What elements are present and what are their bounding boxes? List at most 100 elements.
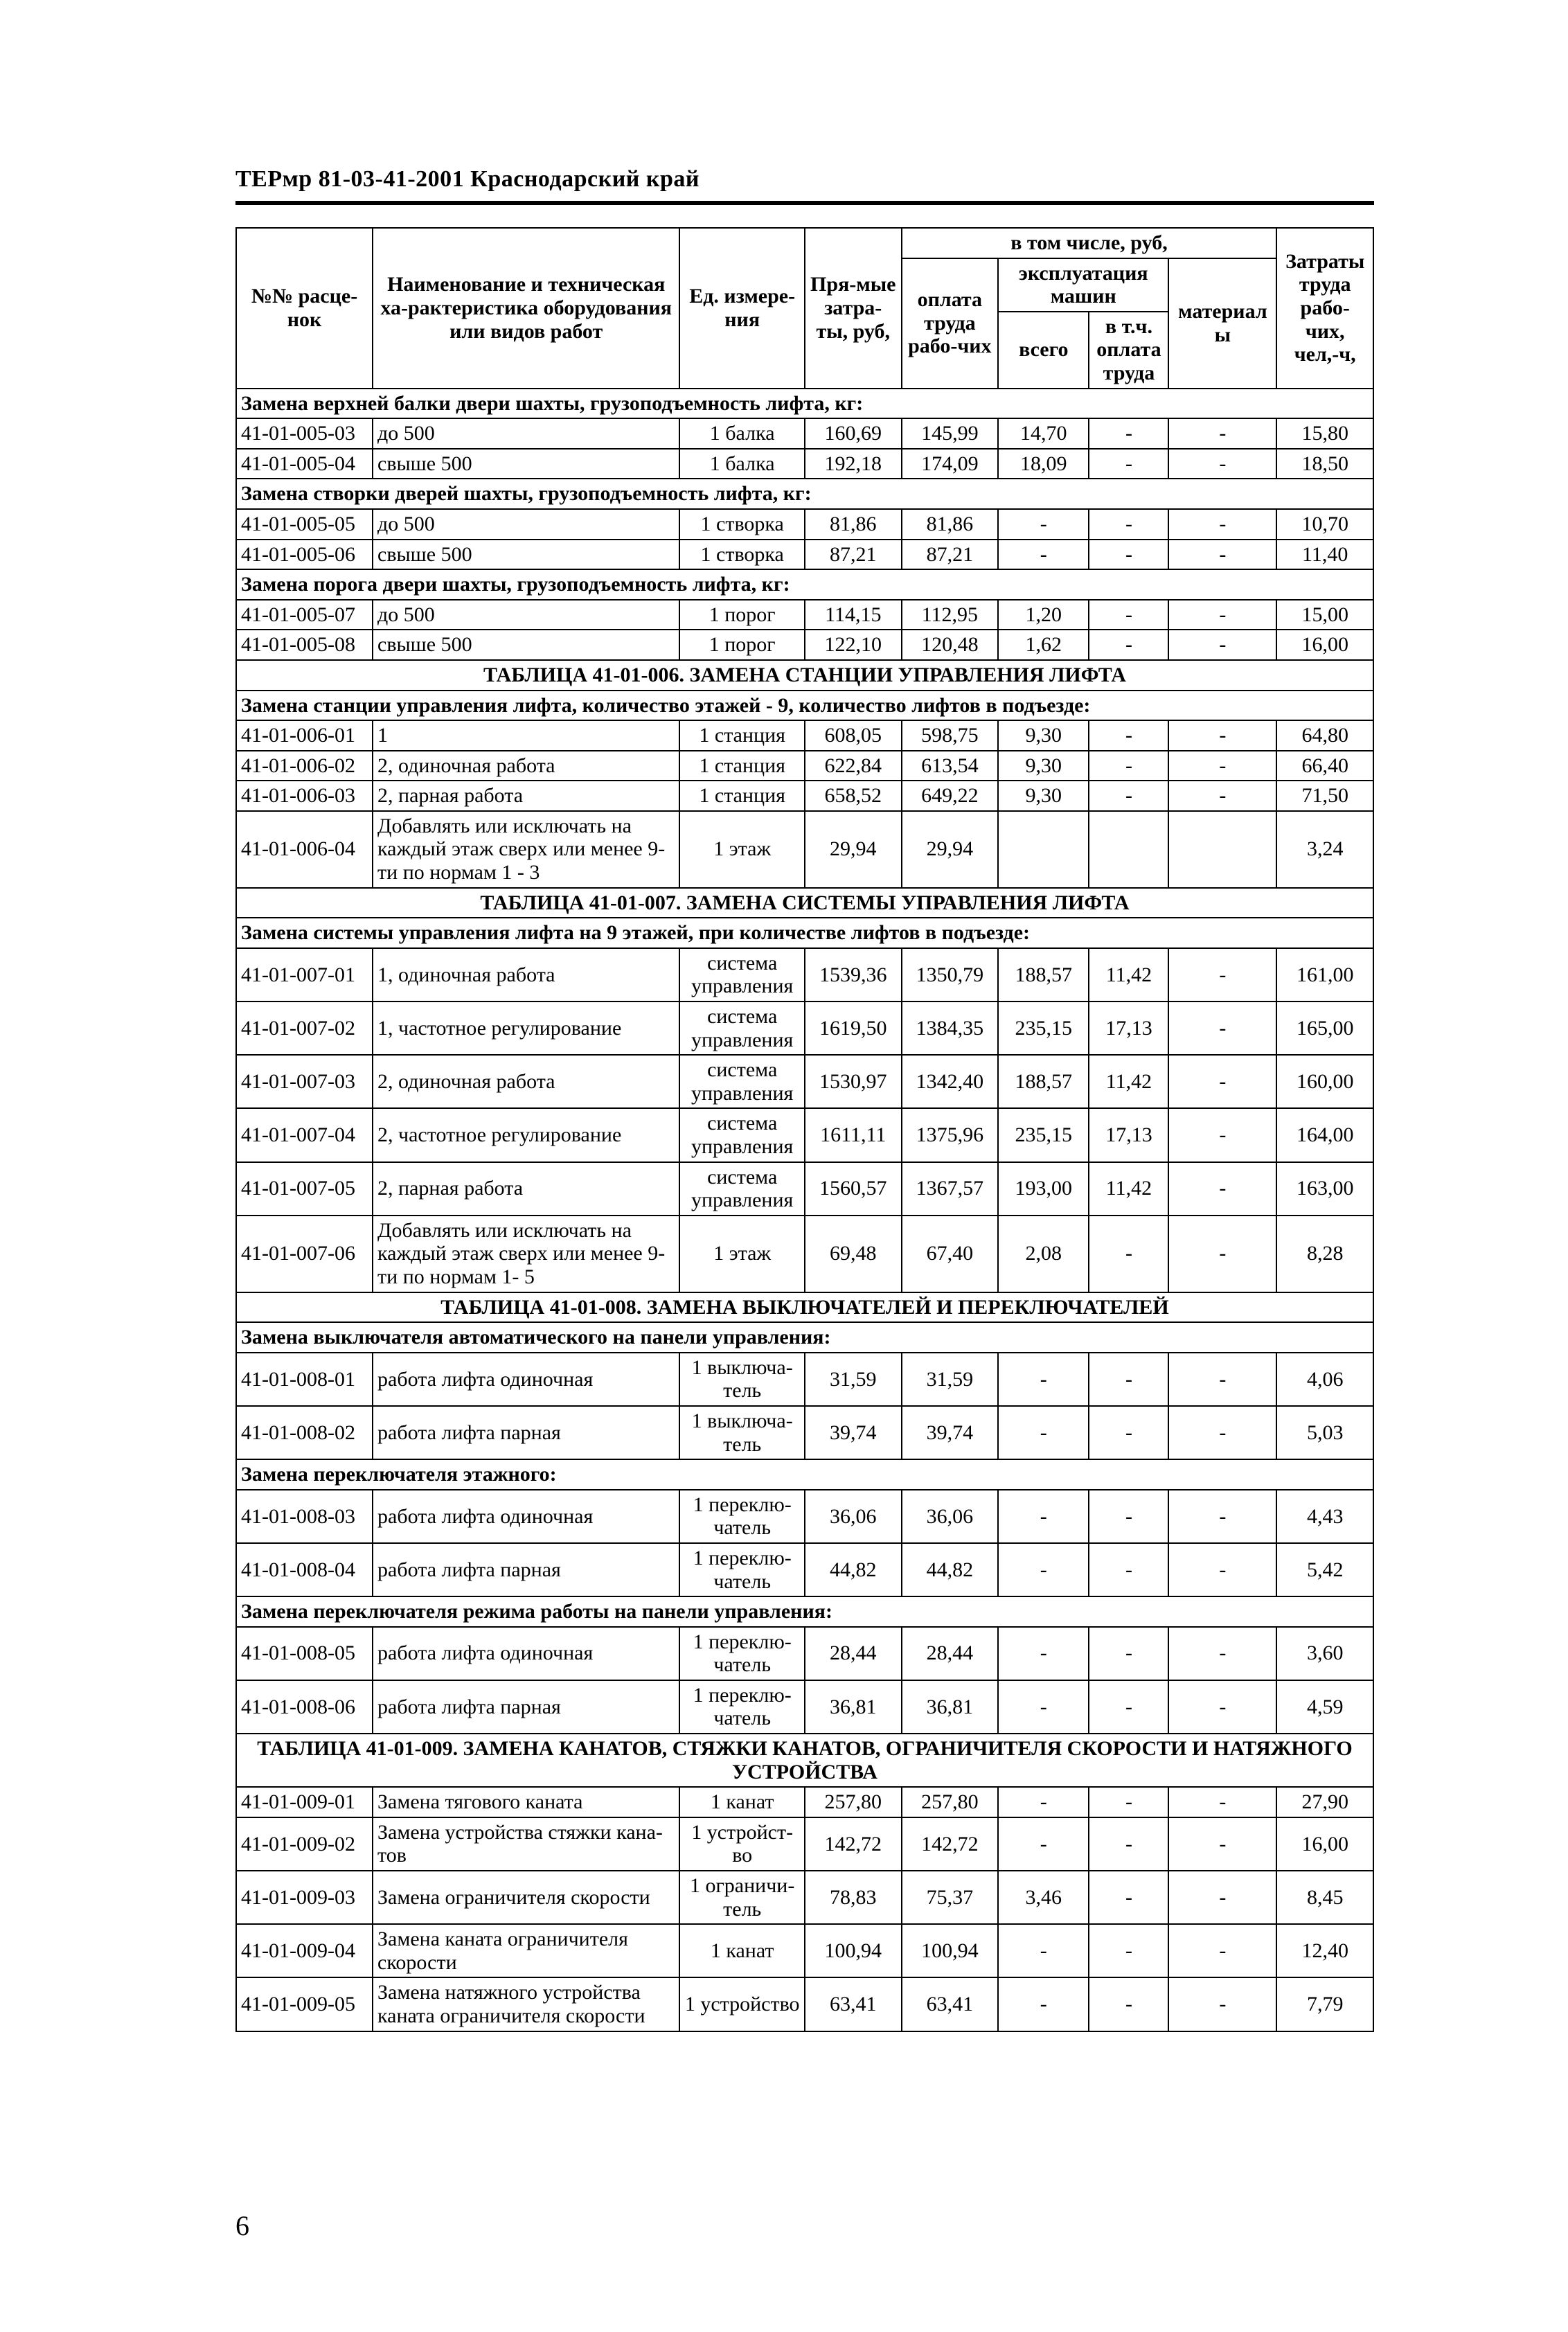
table-cell: - <box>1168 1353 1276 1406</box>
table-cell: 15,80 <box>1276 418 1373 449</box>
table-cell: 41-01-009-03 <box>236 1871 373 1924</box>
table-cell: 163,00 <box>1276 1162 1373 1216</box>
table-cell: 1350,79 <box>902 948 999 1002</box>
table-cell: - <box>998 1924 1089 1977</box>
table-cell: 1, частотное регулирование <box>373 1002 679 1055</box>
table-row: 41-01-007-021, частотное регулированиеси… <box>236 1002 1373 1055</box>
table-cell: 16,00 <box>1276 630 1373 660</box>
table-cell: 1 порог <box>679 600 805 630</box>
col-labor: Затраты труда рабо-чих, чел,-ч, <box>1276 228 1373 389</box>
table-cell: 188,57 <box>998 948 1089 1002</box>
table-cell: 17,13 <box>1089 1108 1168 1161</box>
table-cell: - <box>1089 600 1168 630</box>
table-cell: 41-01-009-05 <box>236 1977 373 2031</box>
table-row: 41-01-007-052, парная работасистема упра… <box>236 1162 1373 1216</box>
col-unit: Ед. измере-ния <box>679 228 805 389</box>
table-cell: - <box>1089 1680 1168 1734</box>
table-cell: 29,94 <box>902 811 999 888</box>
table-cell: 41-01-009-04 <box>236 1924 373 1977</box>
table-cell: 41-01-007-03 <box>236 1055 373 1108</box>
table-cell <box>998 811 1089 888</box>
table-cell: 8,45 <box>1276 1871 1373 1924</box>
table-cell: 39,74 <box>902 1406 999 1459</box>
table-cell: 188,57 <box>998 1055 1089 1108</box>
table-cell: 41-01-008-04 <box>236 1543 373 1596</box>
table-cell: 1 балка <box>679 449 805 479</box>
table-row: 41-01-009-04Замена каната ограничителя с… <box>236 1924 1373 1977</box>
table-cell: до 500 <box>373 600 679 630</box>
table-cell: - <box>1168 1977 1276 2031</box>
table-row: 41-01-006-022, одиночная работа1 станция… <box>236 751 1373 781</box>
table-cell: свыше 500 <box>373 449 679 479</box>
table-cell: 64,80 <box>1276 720 1373 751</box>
table-cell: - <box>1168 1871 1276 1924</box>
table-cell: 1560,57 <box>805 1162 902 1216</box>
table-cell: - <box>1168 1627 1276 1680</box>
table-row: ТАБЛИЦА 41-01-009. ЗАМЕНА КАНАТОВ, СТЯЖК… <box>236 1734 1373 1787</box>
table-cell: 1 выключа-тель <box>679 1406 805 1459</box>
table-cell: система управления <box>679 948 805 1002</box>
table-cell: - <box>1089 449 1168 479</box>
table-cell: - <box>998 1787 1089 1817</box>
table-title: ТАБЛИЦА 41-01-009. ЗАМЕНА КАНАТОВ, СТЯЖК… <box>236 1734 1373 1787</box>
section-heading: Замена верхней балки двери шахты, грузоп… <box>236 389 1373 419</box>
table-cell: - <box>1168 948 1276 1002</box>
table-cell: 2, парная работа <box>373 1162 679 1216</box>
table-row: 41-01-008-05работа лифта одиночная1 пере… <box>236 1627 1373 1680</box>
table-cell: 613,54 <box>902 751 999 781</box>
table-cell: 1611,11 <box>805 1108 902 1161</box>
table-cell: 658,52 <box>805 781 902 811</box>
table-cell <box>1089 811 1168 888</box>
table-cell: 4,43 <box>1276 1490 1373 1543</box>
table-cell: - <box>1168 418 1276 449</box>
table-cell: свыше 500 <box>373 630 679 660</box>
table-row: 41-01-007-011, одиночная работасистема у… <box>236 948 1373 1002</box>
table-cell: 3,24 <box>1276 811 1373 888</box>
table-cell: 36,06 <box>902 1490 999 1543</box>
table-cell <box>1168 811 1276 888</box>
table-row: 41-01-006-032, парная работа1 станция658… <box>236 781 1373 811</box>
table-row: 41-01-009-03Замена ограничителя скорости… <box>236 1871 1373 1924</box>
rates-table: №№ расце-нок Наименование и техническая … <box>235 227 1374 2032</box>
table-row: 41-01-008-02работа лифта парная1 выключа… <box>236 1406 1373 1459</box>
table-cell: 100,94 <box>902 1924 999 1977</box>
table-row: 41-01-007-042, частотное регулированиеси… <box>236 1108 1373 1161</box>
table-cell: 18,50 <box>1276 449 1373 479</box>
section-heading: Замена системы управления лифта на 9 эта… <box>236 918 1373 948</box>
table-cell: Замена каната ограничителя скорости <box>373 1924 679 1977</box>
table-head: №№ расце-нок Наименование и техническая … <box>236 228 1373 389</box>
table-cell: система управления <box>679 1055 805 1108</box>
table-row: 41-01-007-032, одиночная работасистема у… <box>236 1055 1373 1108</box>
col-materials: материалы <box>1168 258 1276 389</box>
table-row: 41-01-006-04Добавлять или исключать на к… <box>236 811 1373 888</box>
table-cell: 2, частотное регулирование <box>373 1108 679 1161</box>
table-cell: 41-01-005-08 <box>236 630 373 660</box>
table-cell: 11,42 <box>1089 948 1168 1002</box>
table-cell: 12,40 <box>1276 1924 1373 1977</box>
table-cell: Замена натяжного устройства каната огран… <box>373 1977 679 2031</box>
table-cell: - <box>1168 1216 1276 1292</box>
table-cell: - <box>998 1680 1089 1734</box>
table-cell: 1 створка <box>679 540 805 570</box>
table-cell: 608,05 <box>805 720 902 751</box>
table-cell: 1619,50 <box>805 1002 902 1055</box>
table-cell: 41-01-006-02 <box>236 751 373 781</box>
table-cell: 160,69 <box>805 418 902 449</box>
table-cell: 14,70 <box>998 418 1089 449</box>
table-title: ТАБЛИЦА 41-01-008. ЗАМЕНА ВЫКЛЮЧАТЕЛЕЙ И… <box>236 1292 1373 1323</box>
table-cell: - <box>1168 630 1276 660</box>
table-row: Замена станции управления лифта, количес… <box>236 691 1373 721</box>
table-cell: - <box>1168 1817 1276 1871</box>
table-cell: 1539,36 <box>805 948 902 1002</box>
table-title: ТАБЛИЦА 41-01-006. ЗАМЕНА СТАНЦИИ УПРАВЛ… <box>236 660 1373 691</box>
table-cell: 622,84 <box>805 751 902 781</box>
table-cell: - <box>1089 1216 1168 1292</box>
table-cell: - <box>1168 1787 1276 1817</box>
table-cell: - <box>1168 751 1276 781</box>
table-cell: 31,59 <box>902 1353 999 1406</box>
col-wages: оплата труда рабо-чих <box>902 258 999 389</box>
table-cell: 27,90 <box>1276 1787 1373 1817</box>
table-cell: 145,99 <box>902 418 999 449</box>
table-cell: 193,00 <box>998 1162 1089 1216</box>
table-cell: 63,41 <box>805 1977 902 2031</box>
